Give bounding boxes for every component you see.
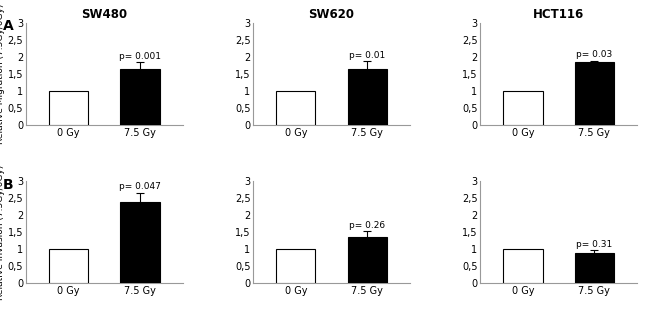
Bar (504, 249, 543, 283)
Bar (575, 253, 614, 283)
Y-axis label: Relative Migration (7.5Gy/0Gy): Relative Migration (7.5Gy/0Gy) (0, 4, 5, 144)
Bar (348, 237, 387, 283)
Title: HCT116: HCT116 (533, 8, 584, 21)
Text: A: A (3, 19, 14, 33)
Bar (49, 91, 88, 125)
Title: SW620: SW620 (309, 8, 354, 21)
Text: B: B (3, 178, 14, 192)
Text: p= 0.001: p= 0.001 (119, 52, 161, 61)
Bar (120, 202, 159, 283)
Bar (120, 69, 159, 125)
Bar (504, 91, 543, 125)
Bar (276, 249, 315, 283)
Bar (348, 69, 387, 125)
Text: p= 0.01: p= 0.01 (349, 51, 385, 60)
Title: SW480: SW480 (81, 8, 127, 21)
Bar (575, 62, 614, 125)
Bar (49, 249, 88, 283)
Text: p= 0.03: p= 0.03 (576, 50, 612, 59)
Y-axis label: Relative Invasion (7.5Gy/0Gy): Relative Invasion (7.5Gy/0Gy) (0, 165, 5, 300)
Text: p= 0.31: p= 0.31 (576, 240, 612, 249)
Text: p= 0.26: p= 0.26 (349, 221, 385, 230)
Bar (276, 91, 315, 125)
Text: p= 0.047: p= 0.047 (119, 182, 161, 191)
